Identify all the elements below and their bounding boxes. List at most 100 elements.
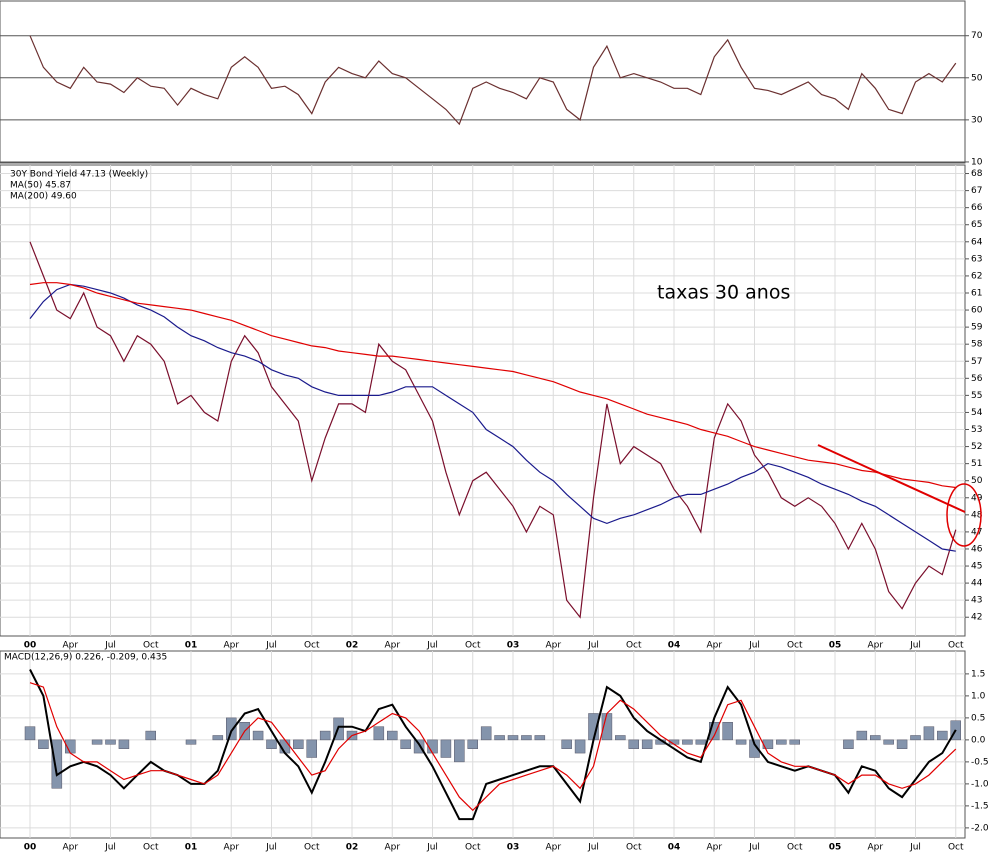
x-tick-label: 04	[668, 641, 681, 651]
y-tick-label: 62	[971, 271, 982, 281]
histogram-bar	[883, 739, 894, 745]
y-tick-label: 70	[971, 31, 983, 41]
histogram-bar	[413, 739, 425, 754]
x-tick-label: 02	[346, 843, 359, 853]
series-line	[29, 682, 957, 812]
panel-frame	[0, 650, 966, 839]
histogram-bar	[521, 735, 532, 741]
x-tick-label: 01	[185, 843, 198, 853]
y-tick-label: 47	[971, 527, 982, 537]
y-tick-label: 67	[971, 186, 982, 196]
y-tick-label: 60	[971, 306, 983, 316]
x-tick-label: Apr	[867, 843, 883, 853]
trend-line	[817, 444, 966, 513]
histogram-bar	[293, 739, 304, 749]
y-tick-label: 66	[971, 203, 983, 213]
x-tick-label: Jul	[265, 843, 277, 853]
histogram-bar	[843, 739, 854, 749]
x-tick-label: 03	[507, 641, 520, 651]
histogram-bar	[266, 739, 277, 749]
y-tick-label: 53	[971, 425, 982, 435]
x-tick-label: Jul	[104, 843, 116, 853]
x-tick-label: 00	[24, 843, 37, 853]
y-tick-label: 58	[971, 340, 983, 350]
x-tick-label: Oct	[304, 641, 320, 651]
y-tick-label: 46	[971, 544, 983, 554]
histogram-bar	[480, 726, 492, 741]
y-tick-label: 56	[971, 374, 983, 384]
series-line	[29, 282, 956, 489]
x-tick-label: Oct	[787, 641, 803, 651]
panel-frame	[0, 164, 966, 637]
histogram-bar	[722, 722, 733, 741]
y-tick-label: 51	[971, 459, 982, 469]
histogram-bar	[749, 739, 760, 758]
x-tick-label: Apr	[706, 843, 722, 853]
y-tick-label: 55	[971, 391, 982, 401]
histogram-bar	[212, 735, 224, 741]
histogram-bar	[615, 735, 626, 741]
x-tick-label: 05	[829, 641, 842, 651]
x-tick-label: Oct	[304, 843, 320, 853]
x-tick-label: Oct	[465, 641, 481, 651]
x-tick-label: Jul	[909, 843, 921, 853]
x-tick-label: Apr	[545, 641, 561, 651]
x-tick-label: Jul	[587, 843, 599, 853]
series-line	[29, 669, 957, 821]
histogram-bar	[561, 739, 572, 749]
histogram-bar	[937, 730, 948, 741]
x-tick-label: Oct	[948, 843, 964, 853]
histogram-bar	[910, 735, 921, 741]
histogram-bar	[534, 735, 546, 741]
histogram-bar	[735, 739, 747, 745]
panel-frame	[0, 0, 966, 164]
histogram-bar	[856, 730, 868, 741]
legend-entry: MA(200) 49.60	[10, 192, 77, 202]
x-tick-label: Apr	[867, 641, 883, 651]
y-tick-label: -1.5	[971, 801, 989, 811]
histogram-bar	[628, 739, 639, 749]
y-tick-label: 43	[971, 596, 982, 606]
x-tick-label: Apr	[62, 843, 78, 853]
y-tick-label: 61	[971, 288, 982, 298]
y-tick-label: 48	[971, 510, 983, 520]
panel-title: MACD(12,26,9) 0.226, -0.209, 0.435	[4, 653, 167, 663]
histogram-bar	[467, 739, 478, 749]
y-tick-label: -1.0	[971, 779, 989, 789]
x-tick-label: Oct	[626, 843, 642, 853]
histogram-bar	[91, 739, 103, 745]
y-tick-label: 68	[971, 169, 983, 179]
y-tick-label: 1.5	[971, 669, 985, 679]
histogram-bar	[105, 739, 116, 745]
histogram-bar	[24, 726, 36, 741]
histogram-bar	[870, 735, 881, 741]
y-tick-label: 0.5	[971, 713, 985, 723]
histogram-bar	[387, 730, 398, 741]
series-line	[29, 283, 956, 552]
y-tick-label: 0.0	[971, 735, 986, 745]
highlight-circle	[946, 483, 982, 547]
y-tick-label: 42	[971, 613, 982, 623]
histogram-bar	[507, 735, 519, 741]
x-tick-label: 00	[24, 641, 37, 651]
histogram-bar	[682, 739, 693, 745]
x-tick-label: Jul	[426, 843, 438, 853]
x-tick-label: 05	[829, 843, 842, 853]
histogram-bar	[226, 717, 237, 741]
x-tick-label: 02	[346, 641, 359, 651]
histogram-bar	[38, 739, 49, 749]
x-tick-label: 01	[185, 641, 198, 651]
x-tick-label: Apr	[706, 641, 722, 651]
x-tick-label: Apr	[545, 843, 561, 853]
histogram-bar	[695, 739, 707, 745]
x-tick-label: Jul	[104, 641, 116, 651]
histogram-bar	[319, 730, 331, 741]
histogram-bar	[306, 739, 317, 758]
x-tick-label: Oct	[787, 843, 803, 853]
y-tick-label: 64	[971, 237, 983, 247]
histogram-bar	[896, 739, 908, 749]
x-tick-label: Oct	[948, 641, 964, 651]
histogram-bar	[923, 726, 935, 741]
y-tick-label: 44	[971, 579, 983, 589]
